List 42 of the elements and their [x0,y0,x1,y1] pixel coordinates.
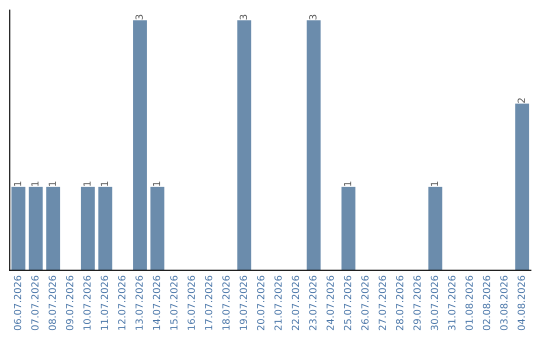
x-tick-label: 21.07.2026 [274,276,282,330]
data-label: 1 [31,182,38,186]
x-tick-label: 20.07.2026 [257,276,264,330]
x-tick-label: 29.07.2026 [413,276,421,330]
data-label: 1 [100,182,108,186]
x-tick-label: 27.07.2026 [378,276,386,330]
data-label: 2 [518,98,525,103]
data-label: 1 [83,182,91,186]
x-tick-label: 06.07.2026 [14,276,22,330]
data-label: 3 [240,14,248,20]
x-tick-label: 25.07.2026 [344,276,352,330]
x-tick-label: 15.07.2026 [170,276,178,330]
x-tick-label: 09.07.2026 [66,276,74,330]
x-tick-label: 17.07.2026 [204,276,212,330]
x-tick-label: 19.07.2026 [240,276,248,330]
x-tick-label: 03.08.2026 [500,276,508,330]
x-tick-label: 07.07.2026 [31,276,39,330]
x-tick-label: 26.07.2026 [361,276,369,330]
data-label: 1 [344,182,352,186]
x-tick-label: 08.07.2026 [48,276,56,330]
x-tick-label: 24.07.2026 [326,276,334,330]
x-tick-label: 11.07.2026 [100,276,108,330]
x-tick-label: 01.08.2026 [465,276,473,330]
data-label: 1 [48,182,56,186]
x-tick-label: 14.07.2026 [152,276,160,330]
data-label: 3 [309,14,317,20]
x-tick-label: 22.07.2026 [292,276,300,330]
data-label: 1 [430,182,438,186]
data-label: 1 [14,182,22,186]
x-tick-label: 02.08.2026 [482,276,490,330]
x-tick-label: 28.07.2026 [396,276,404,330]
data-label: 3 [135,14,143,20]
x-tick-label: 30.07.2026 [430,276,438,330]
data-label: 1 [152,182,160,186]
x-tick-label: 13.07.2026 [135,276,143,330]
x-tick-label: 04.08.2026 [518,276,525,330]
x-tick-label: 23.07.2026 [309,276,317,330]
x-tick-label: 12.07.2026 [118,276,126,330]
x-tick-label: 16.07.2026 [188,276,195,330]
x-tick-label: 18.07.2026 [222,276,230,330]
x-tick-label: 10.07.2026 [83,276,91,330]
x-tick-label: 31.07.2026 [448,276,456,330]
